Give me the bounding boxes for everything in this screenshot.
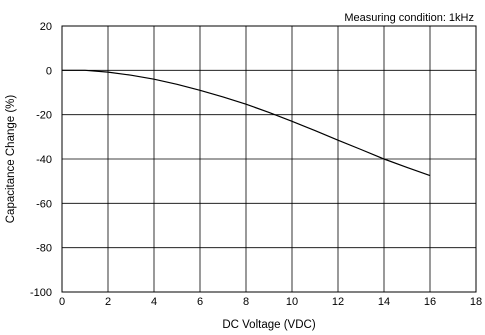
x-tick-label: 0 (59, 296, 65, 308)
y-tick-label: 0 (46, 65, 52, 77)
x-tick-labels: 0 2 4 6 8 10 12 14 16 18 (59, 296, 482, 308)
x-tick-label: 18 (470, 296, 482, 308)
y-tick-label: 20 (40, 21, 52, 33)
measuring-condition-note: Measuring condition: 1kHz (344, 12, 474, 24)
x-tick-label: 12 (332, 296, 344, 308)
capacitance-curve (62, 69, 431, 177)
x-tick-label: 10 (286, 296, 298, 308)
y-tick-label: -20 (36, 110, 52, 122)
y-tick-label: -80 (36, 243, 52, 255)
x-tick-label: 2 (105, 296, 111, 308)
series-layer (62, 69, 431, 177)
y-tick-label: -100 (30, 287, 52, 299)
grid-lines (61, 25, 477, 293)
x-tick-label: 14 (378, 296, 390, 308)
y-tick-label: -40 (36, 154, 52, 166)
x-tick-label: 4 (151, 296, 157, 308)
plot-frame (61, 25, 477, 293)
y-axis-label: Capacitance Change (%) (5, 95, 17, 224)
x-tick-label: 16 (424, 296, 436, 308)
y-tick-labels: 20 0 -20 -40 -60 -80 -100 (30, 21, 52, 299)
x-tick-label: 8 (243, 296, 249, 308)
x-tick-label: 6 (197, 296, 203, 308)
x-axis-label: DC Voltage (VDC) (222, 319, 315, 331)
y-tick-label: -60 (36, 198, 52, 210)
